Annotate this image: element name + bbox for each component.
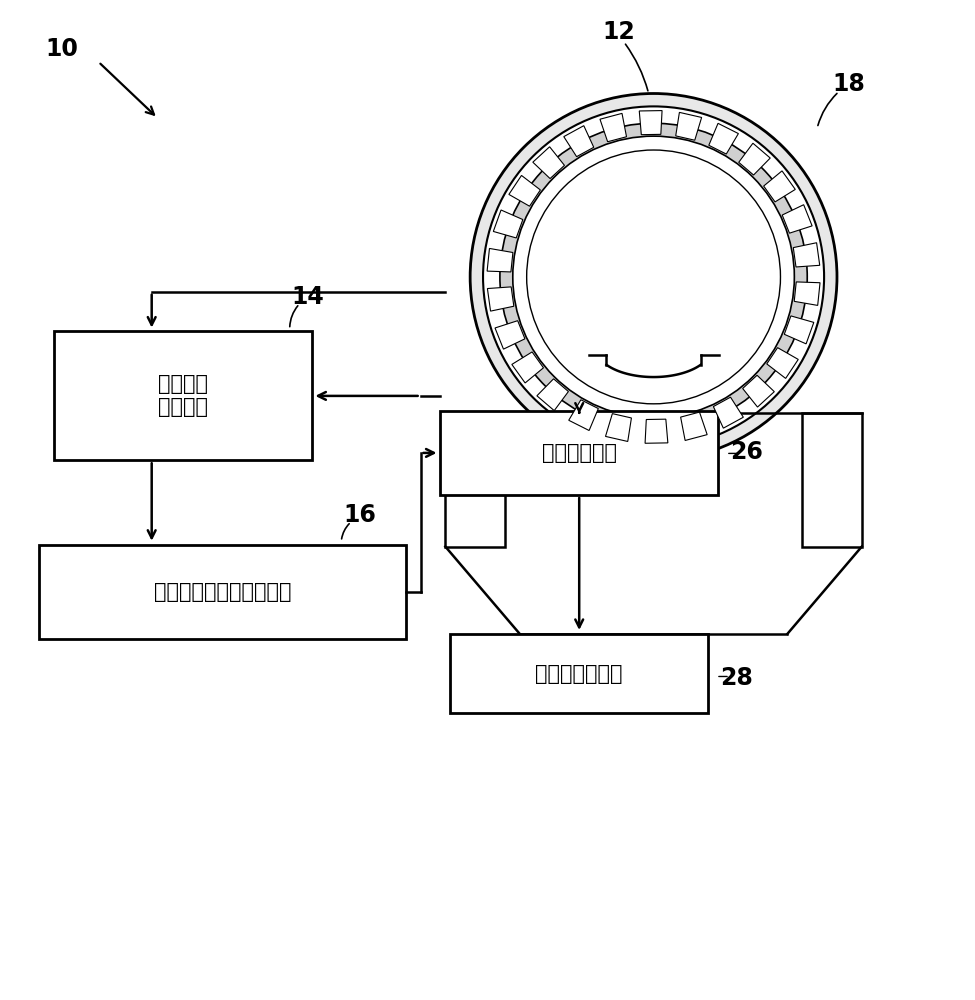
- Polygon shape: [766, 348, 799, 378]
- Polygon shape: [640, 111, 662, 135]
- Polygon shape: [676, 112, 702, 140]
- Polygon shape: [605, 414, 632, 441]
- Text: 16: 16: [343, 503, 376, 527]
- Polygon shape: [488, 248, 513, 272]
- Circle shape: [513, 136, 795, 418]
- Text: 26: 26: [730, 440, 762, 464]
- Text: 图像重建和处理电路系统: 图像重建和处理电路系统: [153, 582, 291, 602]
- Polygon shape: [488, 287, 514, 311]
- Polygon shape: [600, 113, 627, 142]
- FancyBboxPatch shape: [802, 413, 862, 547]
- Text: 14: 14: [292, 285, 325, 309]
- Polygon shape: [681, 412, 707, 440]
- Polygon shape: [512, 352, 543, 383]
- Polygon shape: [564, 126, 594, 157]
- Text: 操作员工作站: 操作员工作站: [542, 443, 617, 463]
- Polygon shape: [795, 282, 820, 305]
- Polygon shape: [709, 123, 738, 154]
- Circle shape: [526, 150, 780, 404]
- Text: 10: 10: [46, 37, 79, 61]
- Polygon shape: [509, 175, 540, 206]
- Polygon shape: [537, 379, 568, 411]
- Circle shape: [483, 106, 824, 447]
- Text: 图像显示工作站: 图像显示工作站: [535, 664, 623, 684]
- Polygon shape: [763, 171, 796, 202]
- FancyBboxPatch shape: [39, 545, 406, 639]
- Text: 数据采集
电路系统: 数据采集 电路系统: [158, 374, 208, 417]
- Polygon shape: [568, 400, 599, 431]
- Polygon shape: [532, 147, 565, 179]
- Polygon shape: [784, 316, 814, 344]
- Text: 12: 12: [603, 20, 636, 44]
- FancyBboxPatch shape: [54, 331, 312, 460]
- Polygon shape: [743, 375, 774, 407]
- Text: 28: 28: [720, 666, 753, 690]
- FancyBboxPatch shape: [450, 634, 708, 713]
- Polygon shape: [495, 321, 525, 349]
- Polygon shape: [739, 143, 770, 175]
- Circle shape: [500, 123, 807, 431]
- Circle shape: [470, 94, 837, 460]
- Polygon shape: [493, 210, 523, 238]
- Polygon shape: [794, 243, 820, 267]
- FancyBboxPatch shape: [441, 411, 718, 495]
- FancyBboxPatch shape: [446, 413, 505, 547]
- Text: 18: 18: [832, 72, 865, 96]
- Polygon shape: [714, 397, 743, 428]
- Polygon shape: [446, 547, 862, 634]
- Polygon shape: [782, 205, 812, 233]
- Polygon shape: [645, 419, 668, 443]
